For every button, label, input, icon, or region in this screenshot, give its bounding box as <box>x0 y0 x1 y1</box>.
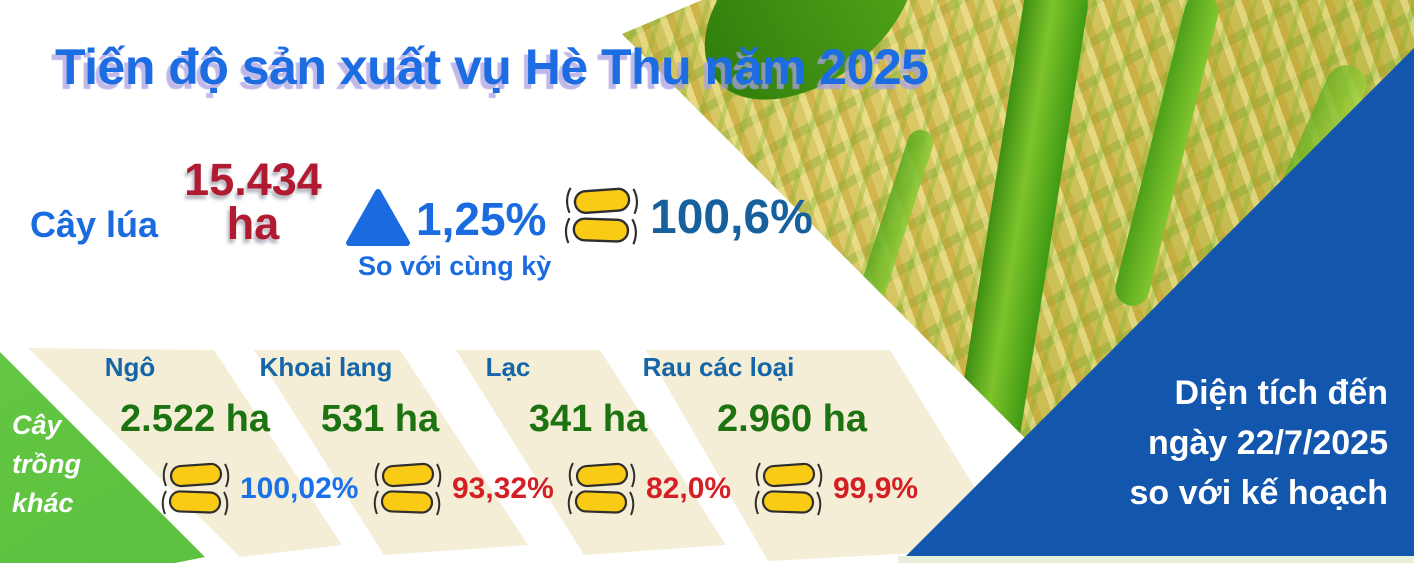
crop-percent-value: 82,0% <box>646 472 732 505</box>
crop-name: Lạc <box>485 352 531 382</box>
crop-area-value: 531 ha <box>320 398 440 440</box>
bottom-strip <box>898 556 1414 563</box>
grain-stack-icon <box>372 460 444 518</box>
crop-percent-row: 93,32% <box>372 460 554 518</box>
grain-stack-icon <box>563 184 641 248</box>
crop-area-value: 341 ha <box>528 398 648 440</box>
crop-percent-value: 99,9% <box>833 472 919 505</box>
other-crops-label: Cây trồng khác <box>12 406 81 523</box>
rice-label: Cây lúa <box>30 204 159 245</box>
crop-name: Rau các loại <box>642 352 795 382</box>
triangle-up-icon <box>346 189 410 246</box>
crop-area-value: 2.960 ha <box>717 398 867 440</box>
rice-plan-percent: 100,6% <box>650 191 813 244</box>
corner-note: Diện tích đến ngày 22/7/2025 so với kế h… <box>1130 368 1389 518</box>
other-crops-label-line1: Cây <box>12 410 62 440</box>
rice-growth-percent: 1,25% <box>416 193 547 245</box>
page-title: Tiến độ sản xuất vụ Hè Thu năm 2025 <box>55 39 929 95</box>
crop-name: Khoai lang <box>259 352 393 382</box>
grain-stack-icon <box>566 460 638 518</box>
grain-stack-icon <box>160 460 232 518</box>
other-crops-label-line2: trồng <box>12 449 81 479</box>
crop-area-value: 2.522 ha <box>120 398 270 440</box>
corner-note-line2: ngày 22/7/2025 <box>1147 424 1388 462</box>
rice-growth-note: So với cùng kỳ <box>358 251 552 281</box>
rice-area-number: 15.434 <box>184 154 322 205</box>
crop-name: Ngô <box>104 352 156 382</box>
crop-percent-row: 82,0% <box>566 460 731 518</box>
corner-note-line1: Diện tích đến <box>1174 374 1388 412</box>
rice-area-value: 15.434 ha <box>168 154 338 249</box>
rice-area-unit: ha <box>226 198 280 249</box>
grain-stack-icon <box>753 460 825 518</box>
crop-percent-row: 100,02% <box>160 460 358 518</box>
crop-percent-row: 99,9% <box>753 460 918 518</box>
crop-percent-value: 93,32% <box>452 472 554 505</box>
crop-percent-value: 100,02% <box>240 472 359 505</box>
other-crops-label-line3: khác <box>12 488 74 518</box>
corner-note-line3: so với kế hoạch <box>1129 474 1389 512</box>
